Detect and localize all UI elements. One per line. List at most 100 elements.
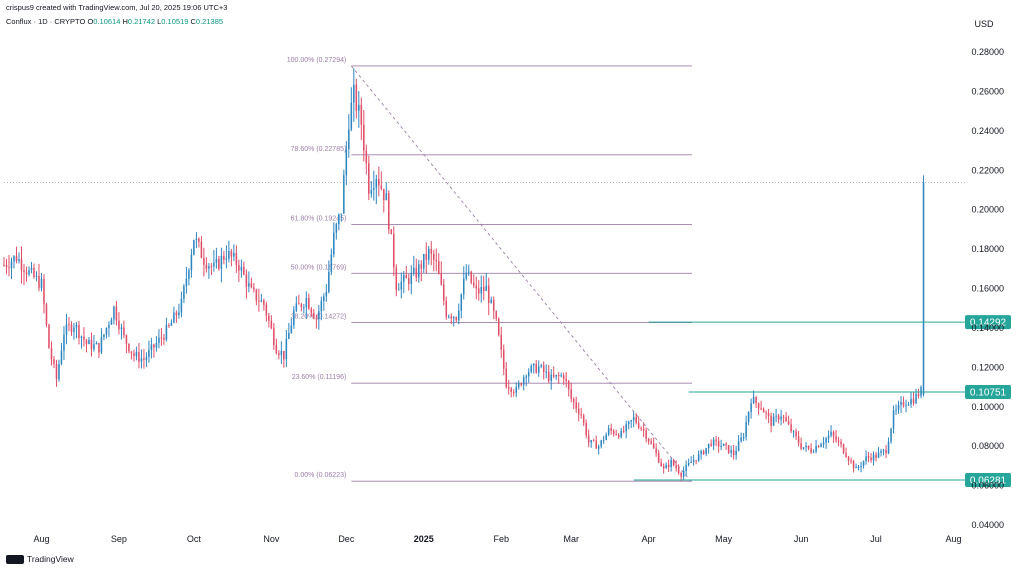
candle — [348, 114, 350, 158]
candle-body — [602, 439, 605, 441]
candle-body — [80, 336, 83, 338]
candle-body — [785, 417, 787, 422]
candle-body — [610, 428, 612, 431]
candle — [495, 310, 498, 322]
candle-body — [472, 282, 475, 286]
candle — [775, 408, 777, 423]
candle — [647, 437, 650, 445]
candle — [770, 412, 772, 433]
candle-body — [500, 335, 503, 350]
candle-body — [587, 435, 590, 443]
candle — [622, 425, 625, 434]
candle — [842, 443, 845, 455]
candle — [582, 413, 585, 427]
candle — [88, 337, 90, 345]
price-tag — [965, 315, 1011, 330]
candle — [637, 416, 640, 430]
candle-body — [93, 344, 95, 350]
candle — [787, 415, 790, 426]
candle — [672, 458, 675, 467]
candle — [780, 409, 782, 426]
candle — [125, 334, 128, 354]
candle-body — [505, 368, 508, 388]
candle-body — [210, 266, 213, 268]
y-tick-label: 0.22000 — [971, 165, 1004, 175]
candle-body — [577, 408, 580, 415]
candle-body — [410, 272, 413, 285]
candle-body — [772, 416, 775, 426]
candle-body — [90, 339, 93, 350]
candle-body — [862, 461, 865, 466]
candle-body — [632, 417, 635, 421]
candle — [383, 188, 385, 213]
candle — [35, 271, 38, 282]
candle — [767, 408, 770, 424]
candle — [827, 430, 830, 443]
candle-body — [757, 403, 760, 409]
candle-body — [108, 324, 110, 329]
candle — [250, 277, 253, 289]
candle-body — [452, 317, 455, 319]
ohlc-label-l: L — [155, 17, 162, 26]
candle-body — [388, 193, 390, 230]
candle-body — [78, 324, 80, 338]
candle-body — [455, 317, 458, 321]
candle-body — [497, 318, 500, 336]
candle-body — [820, 444, 822, 448]
candle — [408, 273, 410, 291]
candle-body — [525, 376, 528, 378]
candle — [410, 265, 413, 295]
candle-body — [20, 259, 23, 271]
candle — [615, 429, 617, 436]
candle — [900, 395, 902, 413]
x-tick-label: May — [715, 534, 733, 544]
candle-body — [440, 273, 443, 285]
candle — [602, 435, 605, 445]
candle-body — [225, 258, 228, 260]
candle — [452, 315, 455, 327]
footer-brand[interactable]: TradingView — [6, 554, 74, 564]
candle-body — [897, 404, 900, 410]
candle-body — [383, 188, 385, 201]
candle-body — [55, 363, 58, 380]
candle-body — [675, 465, 677, 469]
candle-body — [323, 296, 325, 301]
currency-label: USD — [974, 19, 994, 29]
candle-body — [43, 279, 45, 305]
candle — [687, 458, 690, 467]
candle-body — [917, 393, 920, 396]
ohlc-value-o: 0.10614 — [93, 17, 121, 26]
candle-body — [400, 281, 403, 290]
candle — [110, 317, 113, 325]
candle-body — [408, 278, 410, 285]
candle — [375, 174, 378, 205]
fib-level-label: 100.00% (0.27294) — [287, 57, 347, 64]
candle — [240, 259, 243, 278]
candle-body — [138, 351, 140, 362]
candle-body — [685, 465, 687, 471]
candle-body — [278, 353, 280, 355]
candle — [393, 226, 395, 276]
candle — [817, 444, 820, 448]
candle — [915, 388, 917, 405]
candle-body — [445, 300, 448, 317]
candle-body — [213, 262, 215, 267]
candle-body — [552, 374, 555, 377]
candle — [310, 307, 313, 317]
candle-body — [255, 289, 258, 301]
candle-body — [750, 403, 752, 412]
fib-level-label: 23.60% (0.11196) — [292, 374, 347, 381]
candle-body — [395, 267, 398, 291]
candle-body — [60, 350, 63, 364]
candle — [178, 303, 180, 319]
candle — [872, 451, 875, 466]
candle — [617, 433, 620, 440]
ohlc-label-o: O — [87, 17, 94, 26]
candle-body — [95, 343, 98, 345]
candle-body — [23, 270, 25, 273]
candle-body — [752, 397, 755, 404]
candle-body — [245, 274, 248, 287]
candle — [620, 427, 622, 439]
candle-body — [720, 445, 722, 447]
